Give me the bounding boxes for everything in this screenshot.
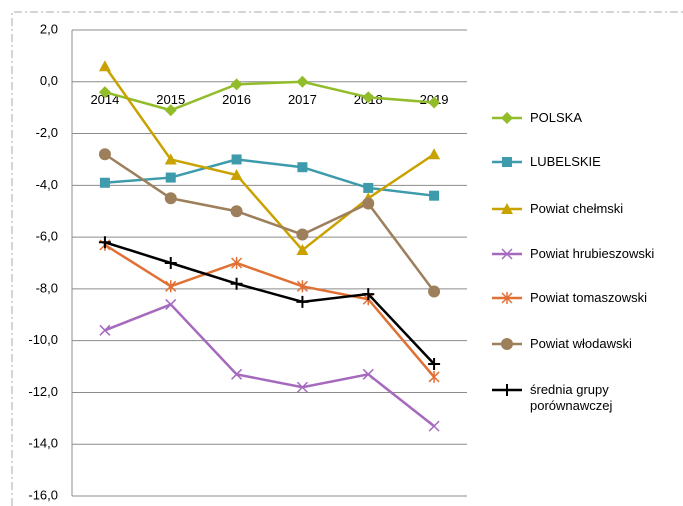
legend-label: LUBELSKIE [530,154,601,169]
point [164,153,177,165]
point [429,190,440,201]
point [231,257,243,269]
point [362,368,374,380]
point [296,228,309,241]
legend-label: Powiat włodawski [530,336,632,351]
point [296,75,309,88]
legend-marker [501,203,513,214]
point [230,168,243,180]
legend-marker [501,292,513,304]
point [428,420,440,432]
legend-label: Powiat tomaszowski [530,290,648,305]
legend-marker [501,384,513,396]
y-tick-label: 0,0 [40,73,58,88]
legend-marker [501,112,513,124]
y-tick-label: -8,0 [36,280,58,295]
point [99,324,111,336]
point [98,236,111,249]
point [362,197,375,210]
y-tick-label: -6,0 [36,229,58,244]
point [165,172,176,183]
series-line [104,153,436,293]
y-tick-label: -4,0 [36,177,58,192]
legend-marker [501,248,513,260]
point [428,370,440,383]
x-tick-label: 2015 [156,92,185,107]
point [98,86,111,99]
point [428,96,441,109]
point [428,285,441,298]
point [164,104,177,117]
series-line [103,65,435,252]
point [99,177,110,188]
point [231,154,242,165]
legend-marker [501,338,513,350]
series-line [104,243,436,378]
series-line [104,302,435,428]
point [165,298,177,310]
point [363,182,374,193]
y-tick-label: -2,0 [36,125,58,140]
y-tick-label: -14,0 [28,436,58,451]
point [296,244,309,256]
point [230,277,243,290]
legend-label: Powiat chełmski [530,201,624,216]
y-tick-label: 2,0 [40,21,58,36]
point [230,205,243,218]
series-line [104,241,435,365]
point [230,78,243,91]
point [362,91,375,104]
y-tick-label: -10,0 [28,332,58,347]
point [428,148,441,160]
series-line [104,80,435,112]
point [362,288,375,301]
y-tick-label: -12,0 [28,384,58,399]
point [98,60,111,72]
point [164,257,177,269]
y-tick-label: -16,0 [28,487,58,502]
point [98,148,111,161]
point [165,280,177,293]
point [296,280,308,293]
legend-marker [502,157,512,167]
point [231,368,243,380]
point [296,295,309,308]
legend-label: Powiat hrubieszowski [530,246,655,261]
frame [11,11,683,506]
legend-label: średnia grupy porównawczej [530,382,613,413]
point [164,192,177,205]
x-tick-label: 2017 [288,92,317,107]
point [297,162,308,173]
point [296,381,308,393]
x-tick-label: 2016 [222,92,251,107]
series-line [104,158,435,197]
x-tick-label: 2014 [90,92,119,107]
legend-label: POLSKA [530,110,583,125]
point [428,357,441,370]
